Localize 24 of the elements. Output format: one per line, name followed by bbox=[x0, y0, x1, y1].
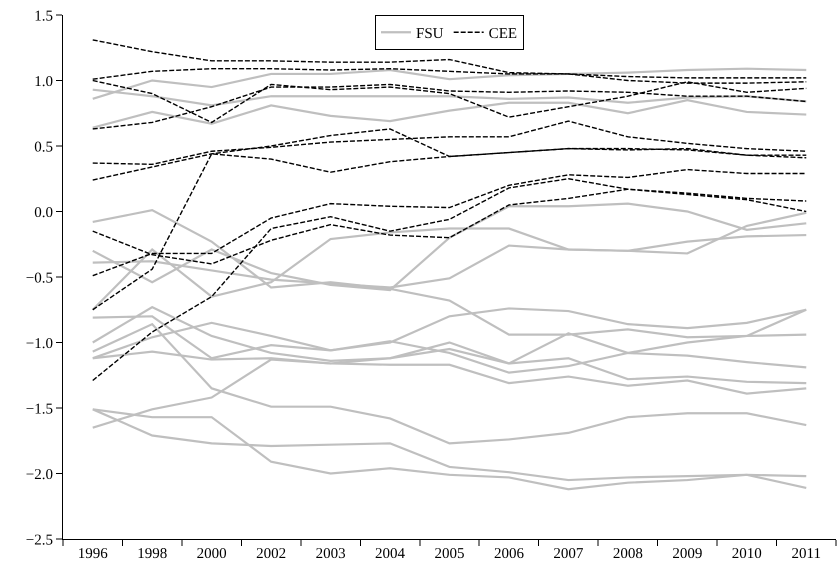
x-tick-label: 2009 bbox=[672, 546, 702, 562]
y-tick-label: 0.0 bbox=[34, 204, 53, 221]
y-tick-label: 1.0 bbox=[34, 74, 53, 90]
y-tick-label: −0.5 bbox=[26, 270, 53, 286]
y-tick-label: −2.5 bbox=[26, 532, 53, 548]
y-tick-label: 1.5 bbox=[34, 8, 53, 24]
x-tick-label: 2008 bbox=[612, 546, 643, 562]
y-tick-label: −1.5 bbox=[26, 401, 53, 418]
x-tick-label: 2004 bbox=[375, 546, 406, 562]
y-tick-label: −1.0 bbox=[26, 336, 53, 352]
x-tick-label: 2003 bbox=[316, 546, 346, 562]
x-tick-label: 1998 bbox=[137, 546, 168, 562]
x-tick-label: 2007 bbox=[553, 546, 584, 562]
y-tick-label: 0.5 bbox=[34, 139, 53, 156]
x-tick-label: 2002 bbox=[256, 546, 286, 562]
y-tick-label: −2.0 bbox=[26, 466, 53, 483]
x-tick-label: 2005 bbox=[434, 546, 464, 562]
x-tick-label: 2011 bbox=[792, 546, 821, 562]
x-tick-label: 2006 bbox=[494, 546, 524, 562]
x-tick-label: 1996 bbox=[78, 546, 108, 562]
legend-label: FSU bbox=[416, 26, 444, 42]
legend-label: CEE bbox=[488, 26, 518, 42]
x-tick-label: 2000 bbox=[196, 546, 227, 562]
x-tick-label: 2010 bbox=[732, 546, 762, 562]
